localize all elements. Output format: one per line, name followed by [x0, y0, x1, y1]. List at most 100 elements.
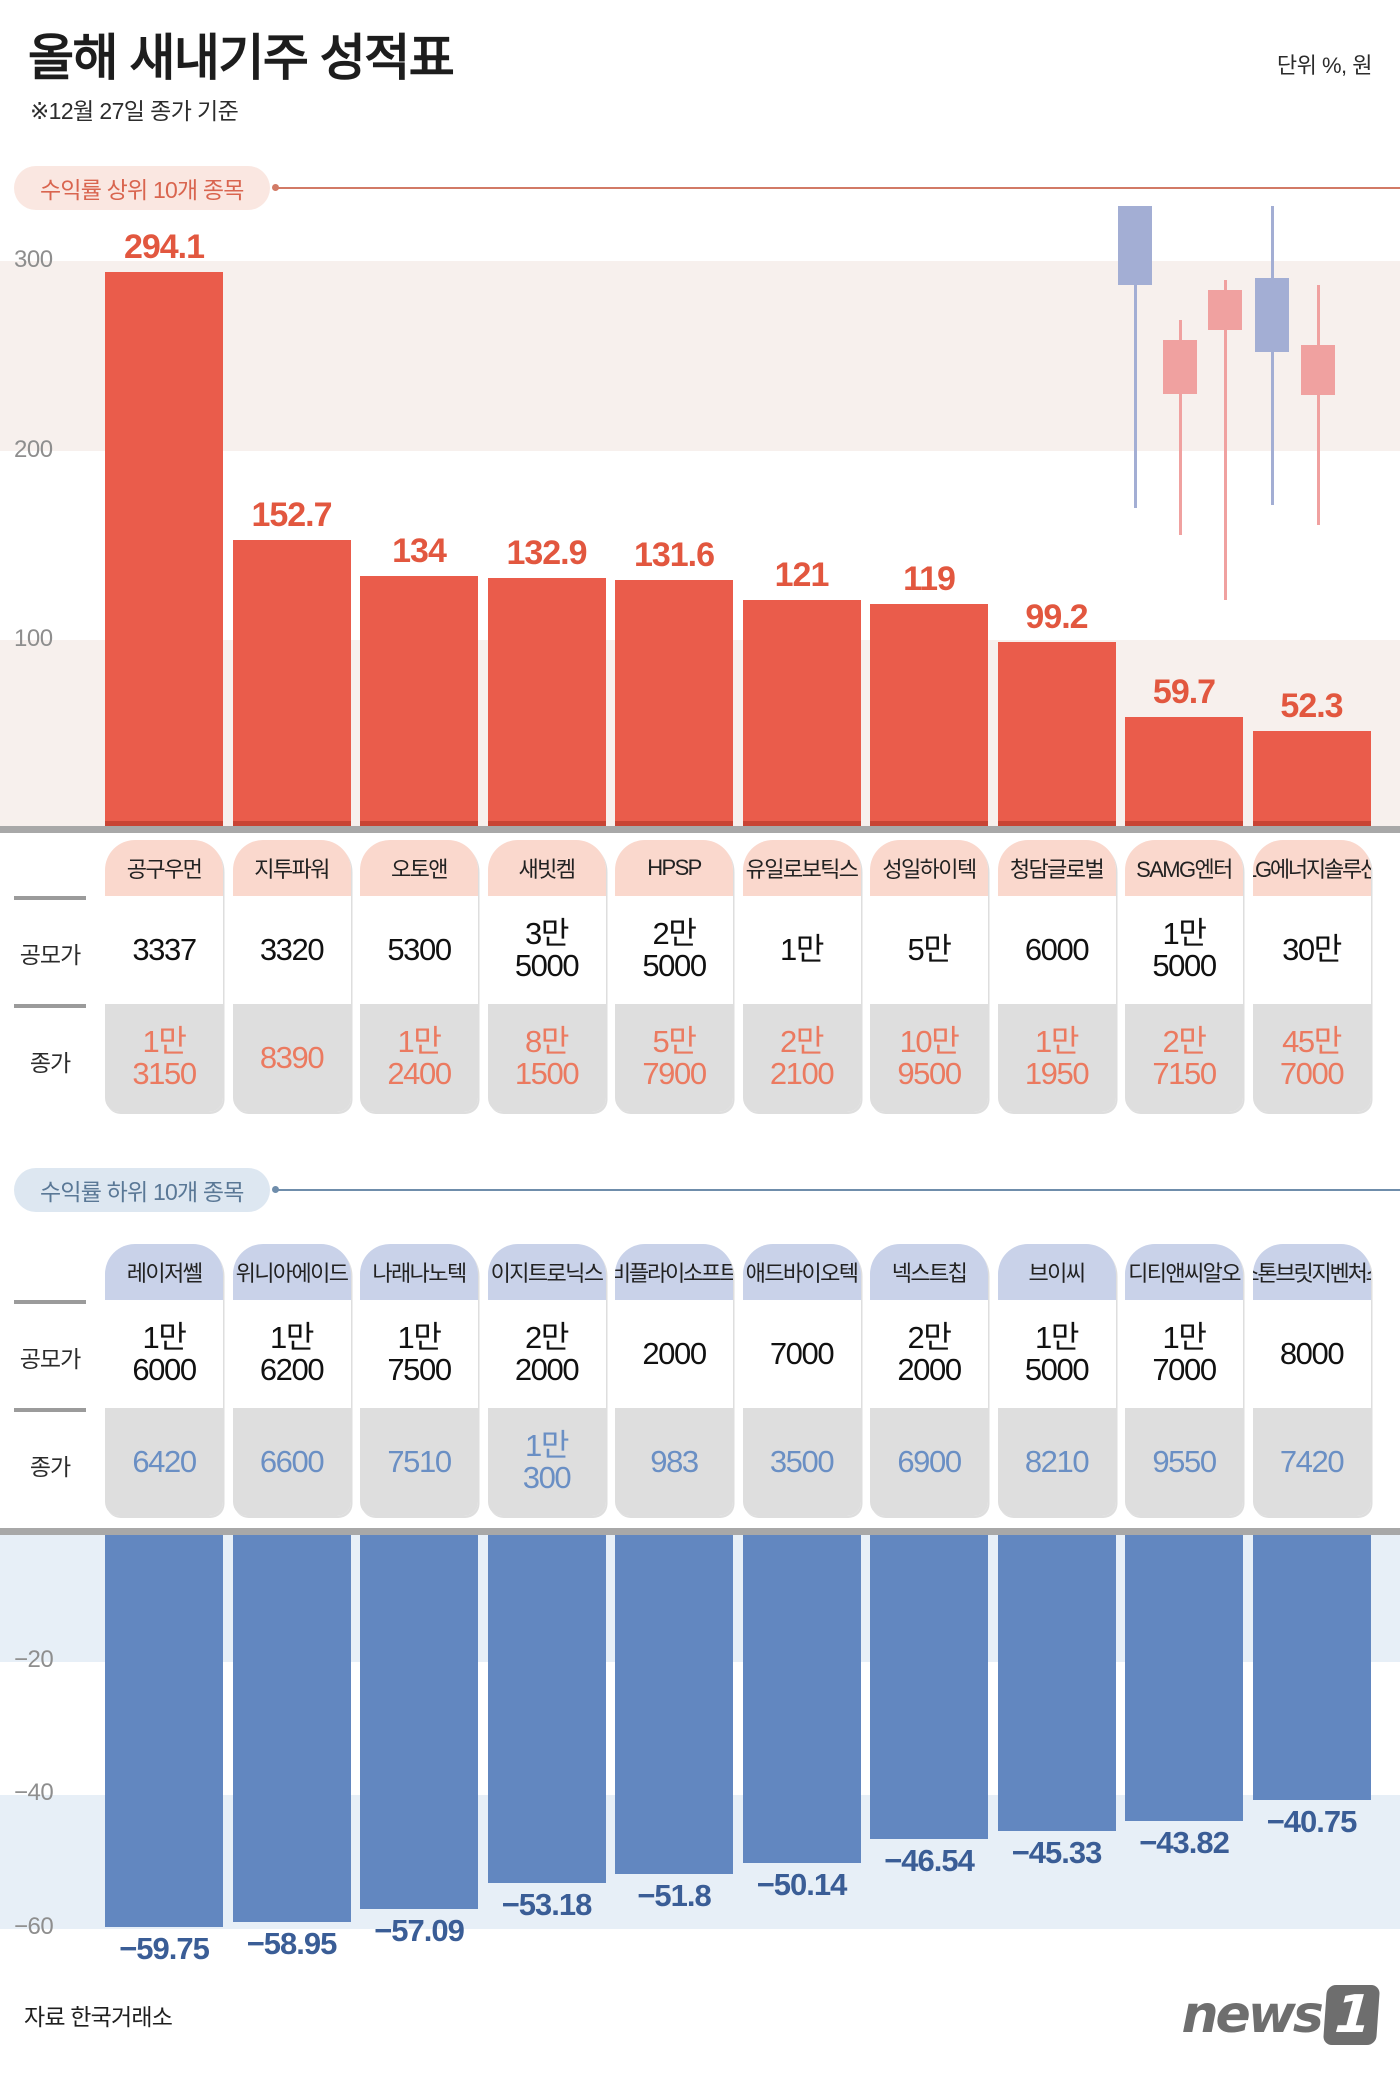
stock-name-cell: 성일하이텍: [870, 840, 988, 896]
table-column: 유일로보틱스 1만 2만 2100: [742, 840, 861, 1112]
bar-value-label: −53.18: [501, 1887, 593, 1923]
ipo-price-line: 3320: [259, 931, 325, 967]
table-column: HPSP 2만 5000 5만 7900: [615, 840, 733, 1112]
ipo-price-line: 1만: [1162, 1319, 1207, 1355]
ipo-price-line: 1만: [397, 1319, 442, 1355]
ipo-price-cell: 5만: [870, 896, 988, 1004]
row-divider: [14, 1004, 86, 1008]
bar-bottom-performer: [997, 1528, 1116, 1831]
candlestick-body: [1163, 340, 1197, 394]
close-price-line: 7420: [1279, 1443, 1345, 1479]
close-price-cell: 3500: [742, 1408, 861, 1516]
bar-value-label: 99.2: [1025, 597, 1088, 636]
candlestick-wick: [1224, 280, 1227, 600]
close-price-cell: 8만 1500: [487, 1004, 606, 1112]
close-price-line: 3500: [769, 1443, 835, 1479]
ipo-price-line: 6000: [1024, 931, 1090, 967]
bar-value-label: 132.9: [506, 533, 587, 572]
bar-top-performer: [360, 575, 478, 831]
ipo-price-line: 2만: [652, 915, 697, 951]
table-column: 위니아에이드 1만 6200 6600: [232, 1244, 351, 1516]
close-price-line: 7510: [387, 1443, 452, 1479]
row-label-ipo-price: 공모가: [19, 1346, 81, 1372]
candlestick-wick: [1179, 320, 1182, 535]
ipo-price-cell: 6000: [997, 896, 1116, 1004]
y-axis-tick-label: −20: [14, 1645, 54, 1673]
ipo-price-line: 6200: [259, 1352, 325, 1387]
stock-name-cell: 나래나노텍: [360, 1244, 478, 1300]
candlestick-body: [1118, 206, 1152, 285]
ipo-price-line: 1만: [1162, 915, 1207, 951]
bar-top-performer: [105, 272, 223, 830]
table-column: SAMG엔터 1만 5000 2만 7150: [1125, 840, 1243, 1112]
page-title: 올해 새내기주 성적표: [28, 30, 455, 86]
close-price-line: 1만: [1035, 1023, 1079, 1059]
bar-bottom-performer: [1252, 1528, 1371, 1801]
logo-mark: 1: [1322, 1985, 1381, 2045]
close-price-line: 6420: [132, 1443, 197, 1479]
row-label-close-price: 종가: [29, 1050, 71, 1076]
table-column: 공구우먼 3337 1만 3150: [105, 840, 223, 1112]
source-note: 자료 한국거래소: [24, 2004, 173, 2030]
y-axis-tick-label: −60: [14, 1912, 54, 1940]
ipo-price-cell: 1만 7500: [360, 1300, 478, 1408]
y-axis-tick-label: 300: [14, 245, 53, 273]
bar-value-label: 121: [774, 556, 830, 595]
close-price-line: 2만: [1162, 1023, 1207, 1059]
chart-top-performers: 100 200 300 294.1 152.7 134 132.9 131.6 121 119 99…: [0, 206, 1400, 833]
close-price-line: 6900: [897, 1443, 962, 1479]
ipo-price-line: 1만: [1035, 1319, 1079, 1355]
close-price-cell: 9550: [1125, 1408, 1243, 1516]
stock-name-cell: 넥스트칩: [870, 1244, 988, 1300]
bar-value-label: 134: [392, 531, 447, 570]
bar-bottom-performer: [1125, 1528, 1243, 1821]
stock-name-cell: 위니아에이드: [232, 1244, 351, 1300]
close-price-line: 9550: [1152, 1443, 1217, 1479]
close-price-line: 1500: [514, 1056, 580, 1091]
table-column: 청담글로벌 6000 1만 1950: [997, 840, 1116, 1112]
ipo-price-cell: 5300: [360, 896, 478, 1004]
bar-value-label: 294.1: [123, 228, 205, 266]
bar-value-label: 119: [903, 560, 956, 599]
ipo-price-cell: 3만 5000: [487, 896, 606, 1004]
ipo-price-cell: 1만: [742, 896, 861, 1004]
stock-name-cell: 청담글로벌: [997, 840, 1116, 896]
stock-name-cell: 지투파워: [232, 840, 351, 896]
table-column: 브이씨 1만 5000 8210: [997, 1244, 1116, 1516]
ipo-price-line: 1만: [780, 931, 824, 967]
close-price-cell: 2만 2100: [742, 1004, 861, 1112]
bar-value-label: −45.33: [1011, 1834, 1103, 1870]
ipo-price-line: 5000: [514, 948, 580, 983]
ipo-price-line: 3337: [132, 931, 197, 967]
stock-name-cell: 애드바이오텍: [742, 1244, 861, 1300]
subtitle-note: ※12월 27일 종가 기준: [30, 98, 239, 124]
close-price-cell: 7420: [1252, 1408, 1371, 1516]
ipo-price-line: 2만: [907, 1319, 952, 1355]
y-axis-tick-label: −40: [14, 1779, 54, 1807]
row-label-ipo-price: 공모가: [19, 942, 81, 968]
close-price-line: 2만: [780, 1023, 824, 1059]
ipo-price-cell: 1만 7000: [1125, 1300, 1243, 1408]
candlestick-wick: [1134, 206, 1137, 508]
ipo-price-line: 2000: [897, 1352, 962, 1387]
table-column: 오토앤 5300 1만 2400: [360, 840, 478, 1112]
bar-bottom-performer: [487, 1528, 606, 1884]
ipo-price-line: 7000: [769, 1335, 835, 1371]
y-axis-tick-label: 100: [14, 625, 53, 653]
ipo-price-cell: 2000: [615, 1300, 733, 1408]
stock-name-cell: HPSP: [615, 840, 733, 896]
close-price-line: 1만: [142, 1023, 187, 1059]
bar-value-label: −43.82: [1139, 1824, 1230, 1860]
news1-logo: news 1: [1181, 1985, 1381, 2045]
close-price-line: 8210: [1024, 1443, 1090, 1479]
bar-value-label: −59.75: [119, 1931, 210, 1967]
table-bottom-performers: 공모가 종가 레이저쎌 1만 6000 6420 위니아에이드 1만 6200 6600 나래나노텍…: [0, 1244, 1400, 1516]
close-price-line: 10만: [899, 1023, 960, 1059]
bar-value-label: −46.54: [884, 1842, 975, 1878]
candlestick-body: [1208, 290, 1242, 330]
logo-text: news: [1181, 1985, 1324, 2045]
table-column: 비플라이소프트 2000 983: [615, 1244, 733, 1516]
close-price-cell: 1만 300: [487, 1408, 606, 1516]
ipo-price-cell: 1만 6000: [105, 1300, 223, 1408]
ipo-price-line: 5000: [642, 948, 707, 983]
